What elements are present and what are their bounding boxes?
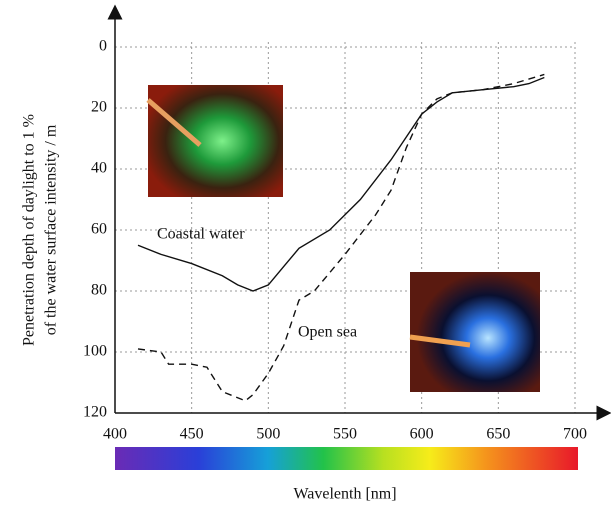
x-tick-label: 650 — [486, 426, 510, 443]
y-tick-label: 20 — [91, 99, 107, 116]
x-tick-label: 450 — [180, 426, 204, 443]
y-tick-label: 120 — [83, 404, 107, 421]
x-tick-label: 700 — [563, 426, 587, 443]
y-tick-label: 80 — [91, 282, 107, 299]
line — [137, 73, 545, 402]
y-tick-label: 60 — [91, 221, 107, 238]
y-tick-label: 40 — [91, 160, 107, 177]
y-tick-label: 100 — [83, 343, 107, 360]
x-tick-label: 400 — [103, 426, 127, 443]
y-axis-label: of the water surface intensity / m — [43, 124, 60, 335]
photo-fiber — [409, 334, 471, 348]
x-axis-label: Wavelenth [nm] — [293, 486, 396, 503]
x-tick-label: 500 — [256, 426, 280, 443]
spectrum-bar — [115, 447, 578, 470]
photo-coastal — [148, 85, 283, 197]
annotation: Open sea — [298, 324, 357, 341]
y-tick-label: 0 — [99, 38, 107, 55]
x-tick-label: 550 — [333, 426, 357, 443]
photo-fiber — [146, 98, 202, 147]
y-axis-label: Penetration depth of daylight to 1 % — [21, 114, 38, 346]
x-tick-label: 600 — [410, 426, 434, 443]
photo-open-sea — [410, 272, 540, 392]
annotation: Coastal water — [157, 226, 245, 243]
